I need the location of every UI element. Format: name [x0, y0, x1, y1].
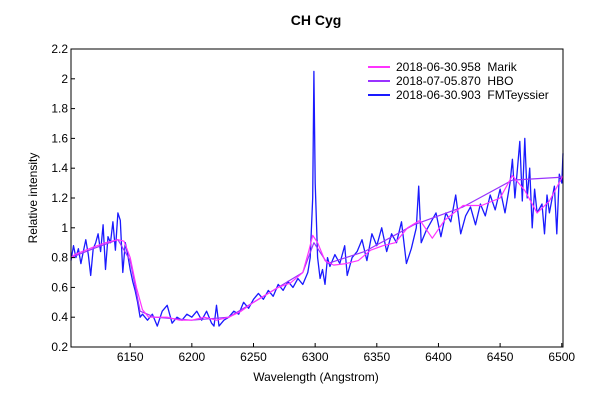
y-tick-label: 0.2 — [51, 340, 68, 354]
y-tick-label: 1.8 — [51, 102, 68, 116]
x-tick-label: 6250 — [240, 350, 267, 364]
series-line-2 — [70, 70, 564, 327]
x-tick-label: 6300 — [302, 350, 329, 364]
x-tick-label: 6200 — [178, 350, 205, 364]
y-tick-label: 1.2 — [51, 191, 68, 205]
chart-title: CH Cyg — [291, 12, 342, 28]
x-tick-label: 6150 — [117, 350, 144, 364]
legend-entry: 2018-07-05.870 HBO — [396, 74, 513, 88]
y-tick-label: 1.4 — [51, 161, 68, 175]
y-axis-label: Relative intensity — [26, 153, 40, 244]
y-tick-label: 1.6 — [51, 131, 68, 145]
series-line-0 — [70, 175, 564, 321]
ticks-layer: 6150 6200 6250 6300 6350 6400 6450 6500 0.2 0.4 0.… — [51, 42, 575, 364]
y-tick-label: 2 — [61, 72, 68, 86]
legend-entry: 2018-06-30.903 FMTeyssier — [396, 88, 549, 102]
x-tick-label: 6450 — [487, 350, 514, 364]
y-tick-label: 0.8 — [51, 251, 68, 265]
legend-entry: 2018-06-30.958 Marik — [396, 60, 518, 74]
y-tick-label: 0.6 — [51, 280, 68, 294]
x-tick-label: 6350 — [363, 350, 390, 364]
x-axis-label: Wavelength (Angstrom) — [253, 370, 379, 384]
x-tick-label: 6400 — [425, 350, 452, 364]
series-layer — [70, 70, 564, 327]
y-tick-label: 2.2 — [51, 42, 68, 56]
y-tick-label: 1 — [61, 221, 68, 235]
x-tick-label: 6500 — [548, 350, 575, 364]
y-tick-label: 0.4 — [51, 310, 68, 324]
